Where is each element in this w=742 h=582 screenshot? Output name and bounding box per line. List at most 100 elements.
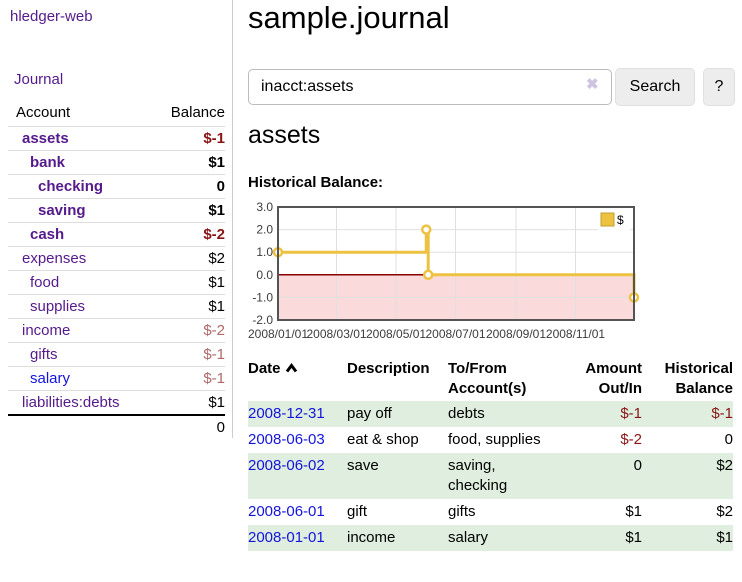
account-row: checking 0 [8, 174, 225, 199]
amount-cell: $-1 [620, 405, 642, 422]
account-balance: $1 [154, 294, 225, 319]
search-button[interactable]: Search [615, 68, 695, 106]
register-table: Date Description To/From Account(s) Amou… [248, 357, 733, 551]
balance-cell: $2 [716, 457, 733, 474]
svg-text:2.0: 2.0 [256, 223, 273, 237]
sidebar-account-link[interactable]: cash [30, 226, 65, 243]
accounts-total-row: 0 [8, 414, 225, 440]
account-balance: $-1 [154, 342, 225, 367]
sidebar-account-link[interactable]: liabilities:debts [22, 394, 120, 411]
account-row: cash $-2 [8, 222, 225, 247]
account-row: food $1 [8, 270, 225, 295]
account-heading: assets [248, 121, 321, 149]
balance-cell: 0 [724, 431, 733, 448]
account-row: saving $1 [8, 198, 225, 223]
sidebar-item-journal[interactable]: Journal [14, 71, 64, 88]
account-balance: $-1 [154, 366, 225, 391]
amount-cell: $-2 [620, 431, 642, 448]
account-row: bank $1 [8, 150, 225, 175]
account-balance: $1 [208, 394, 225, 411]
account-row: supplies $1 [8, 294, 225, 319]
amount-cell: $1 [625, 503, 642, 520]
balance-cell: $2 [716, 503, 733, 520]
brand-link[interactable]: hledger-web [10, 8, 93, 25]
accounts-cell: food, supplies [448, 431, 541, 448]
account-balance: $1 [154, 150, 225, 175]
transaction-date-link[interactable]: 2008-06-03 [248, 431, 325, 448]
account-row: gifts $-1 [8, 342, 225, 367]
date-cell: 2008-01-01 [248, 525, 347, 551]
search-input[interactable] [248, 69, 612, 105]
svg-text:2008/01/01: 2008/01/01 [248, 327, 308, 341]
account-row: income $-2 [8, 318, 225, 343]
transaction-row: 2008-01-01 income salary $1 $1 [248, 525, 733, 551]
date-cell: 2008-12-31 [248, 401, 347, 427]
description-cell: eat & shop [347, 431, 419, 448]
accounts-table: Account Balance assets $-1 bank $1 checking 0… [8, 100, 225, 440]
svg-text:2008/11/01: 2008/11/01 [546, 327, 605, 341]
main-content: sample.journal ✖ Search ? assets Histori… [248, 0, 742, 582]
amount-cell: 0 [633, 457, 642, 474]
chart-title: Historical Balance: [248, 174, 384, 191]
balance-cell: $1 [716, 529, 733, 546]
page-title: sample.journal [248, 0, 450, 35]
transaction-row: 2008-12-31 pay off debts $-1 $-1 [248, 401, 733, 427]
balance-column-header: Balance [154, 100, 225, 127]
sidebar-account-link[interactable]: checking [38, 178, 104, 195]
clear-search-icon[interactable]: ✖ [586, 76, 599, 93]
account-row: assets $-1 [8, 126, 225, 151]
transaction-row: 2008-06-02 save saving, checking 0 $2 [248, 453, 733, 499]
account-balance: $1 [154, 270, 225, 295]
sidebar-account-link[interactable]: expenses [22, 250, 87, 267]
sidebar-account-link[interactable]: salary [30, 370, 71, 387]
column-header-amount: Amount Out/In [585, 360, 642, 397]
sidebar-account-link[interactable]: saving [38, 202, 86, 219]
sidebar-account-link[interactable]: supplies [30, 298, 86, 315]
description-cell: save [347, 457, 379, 474]
svg-text:1.0: 1.0 [256, 245, 273, 259]
svg-text:-1.0: -1.0 [252, 290, 273, 304]
sidebar-account-link[interactable]: assets [22, 130, 69, 147]
search-form: ✖ Search ? [248, 68, 742, 106]
accounts-cell: gifts [448, 503, 476, 520]
description-cell: income [347, 529, 396, 546]
accounts-cell: debts [448, 405, 485, 422]
transaction-date-link[interactable]: 2008-12-31 [248, 405, 325, 422]
column-header-description: Description [347, 360, 430, 377]
sidebar-account-link[interactable]: income [22, 322, 71, 339]
column-header-accounts: To/From Account(s) [448, 360, 527, 397]
svg-text:2008/05/01: 2008/05/01 [366, 327, 426, 341]
svg-text:-2.0: -2.0 [252, 313, 273, 327]
transaction-date-link[interactable]: 2008-06-02 [248, 457, 325, 474]
historical-balance-chart[interactable]: $3.0 2.0 1.0 0.0 -1.0 -2.0 2008/01/01 2008/03/0… [248, 198, 742, 353]
svg-text:2008/07/01: 2008/07/01 [425, 327, 485, 341]
account-balance: $-2 [154, 222, 225, 247]
account-column-header: Account [8, 100, 155, 127]
column-header-balance: Historical Balance [664, 360, 733, 397]
transaction-row: 2008-06-01 gift gifts $1 $2 [248, 499, 733, 525]
transaction-date-link[interactable]: 2008-01-01 [248, 529, 325, 546]
sidebar-account-link[interactable]: bank [30, 154, 66, 171]
help-button[interactable]: ? [703, 68, 735, 106]
account-balance: 0 [154, 174, 225, 199]
account-row: liabilities:debts $1 [8, 391, 225, 416]
accounts-cell: saving, checking [448, 457, 508, 494]
transaction-row: 2008-06-03 eat & shop food, supplies $-2 0 [248, 427, 733, 453]
date-cell: 2008-06-03 [248, 427, 347, 453]
description-cell: pay off [347, 405, 392, 422]
account-row: expenses $2 [8, 246, 225, 271]
account-row: salary $-1 [8, 366, 225, 391]
sidebar-account-link[interactable]: food [30, 274, 60, 291]
account-balance: $1 [154, 198, 225, 223]
svg-text:2008/03/01: 2008/03/01 [306, 327, 366, 341]
transaction-date-link[interactable]: 2008-06-01 [248, 503, 325, 520]
sidebar: hledger-web Journal Account Balance asse… [0, 0, 233, 440]
account-balance: $-1 [154, 126, 225, 151]
sidebar-account-link[interactable]: gifts [30, 346, 58, 363]
accounts-total-value: 0 [154, 414, 225, 440]
date-cell: 2008-06-02 [248, 453, 347, 499]
account-balance: $2 [154, 246, 225, 271]
date-header-label: Date [248, 360, 281, 377]
accounts-cell: salary [448, 529, 489, 546]
column-header-date[interactable]: Date [248, 357, 347, 401]
